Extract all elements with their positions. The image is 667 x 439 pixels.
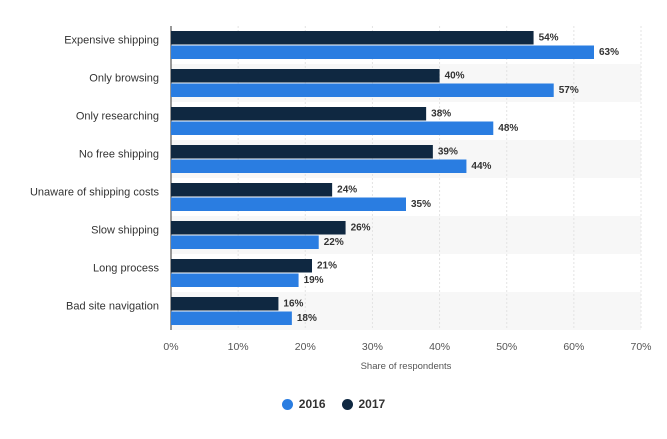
category-label: Slow shipping xyxy=(91,224,159,236)
data-label-2017: 38% xyxy=(431,108,451,119)
data-label-2017: 26% xyxy=(351,222,371,233)
bar-2017[interactable] xyxy=(171,259,312,273)
category-label: Only researching xyxy=(76,110,159,122)
x-tick-label: 0% xyxy=(163,341,178,353)
data-label-2016: 48% xyxy=(498,123,518,134)
category-label: No free shipping xyxy=(79,148,159,160)
data-label-2017: 24% xyxy=(337,184,357,195)
legend-item-2016[interactable]: 2016 xyxy=(281,397,326,411)
bar-2017[interactable] xyxy=(171,183,333,197)
data-label-2016: 22% xyxy=(324,237,344,248)
row-bands xyxy=(171,64,641,330)
bar-2016[interactable] xyxy=(171,159,467,174)
data-label-2017: 54% xyxy=(539,32,559,43)
data-label-2016: 18% xyxy=(297,313,317,324)
x-tick-label: 30% xyxy=(362,341,383,353)
data-label-2016: 35% xyxy=(411,199,431,210)
category-label: Only browsing xyxy=(89,72,159,84)
data-labels: 54% 63% 40% 57% 38% 48% 39% 44% 24% 35% 26% 22% 21% 1… xyxy=(283,32,619,324)
bar-2016[interactable] xyxy=(171,45,594,60)
data-label-2016: 19% xyxy=(304,275,324,286)
bar-2016[interactable] xyxy=(171,273,299,288)
bar-2016[interactable] xyxy=(171,83,554,98)
legend-marker-2016 xyxy=(281,398,293,410)
bar-2016[interactable] xyxy=(171,121,494,136)
x-axis-ticks: 0% 10% 20% 30% 40% 50% 60% 70% xyxy=(163,341,651,353)
bar-2017[interactable] xyxy=(171,221,346,235)
bar-2017[interactable] xyxy=(171,145,433,159)
x-tick-label: 60% xyxy=(563,341,584,353)
x-tick-label: 50% xyxy=(496,341,517,353)
data-label-2017: 21% xyxy=(317,260,337,271)
legend: 2016 2017 xyxy=(0,397,667,411)
data-label-2016: 57% xyxy=(559,85,579,96)
bar-2017[interactable] xyxy=(171,31,534,45)
bar-2017[interactable] xyxy=(171,69,440,83)
data-label-2017: 40% xyxy=(445,70,465,81)
x-tick-label: 70% xyxy=(630,341,651,353)
data-label-2016: 44% xyxy=(471,161,491,172)
legend-label-2016: 2016 xyxy=(298,397,326,411)
x-tick-label: 40% xyxy=(429,341,450,353)
data-label-2017: 39% xyxy=(438,146,458,157)
category-label: Expensive shipping xyxy=(64,34,159,46)
legend-label-2017: 2017 xyxy=(358,397,386,411)
category-label: Unaware of shipping costs xyxy=(30,186,160,198)
x-tick-label: 10% xyxy=(228,341,249,353)
category-labels: Expensive shipping Only browsing Only rese… xyxy=(30,34,160,312)
category-label: Bad site navigation xyxy=(66,300,159,312)
bar-2016[interactable] xyxy=(171,197,406,212)
data-label-2017: 16% xyxy=(283,298,303,309)
bar-2016[interactable] xyxy=(171,311,292,326)
x-tick-label: 20% xyxy=(295,341,316,353)
legend-marker-2017 xyxy=(341,398,353,410)
bars xyxy=(171,31,594,325)
data-label-2016: 63% xyxy=(599,47,619,58)
bar-2017[interactable] xyxy=(171,297,279,311)
category-label: Long process xyxy=(93,262,160,274)
bar-2017[interactable] xyxy=(171,107,427,121)
bar-2016[interactable] xyxy=(171,235,319,250)
x-axis-title: Share of respondents xyxy=(361,361,452,372)
legend-item-2017[interactable]: 2017 xyxy=(341,397,386,411)
